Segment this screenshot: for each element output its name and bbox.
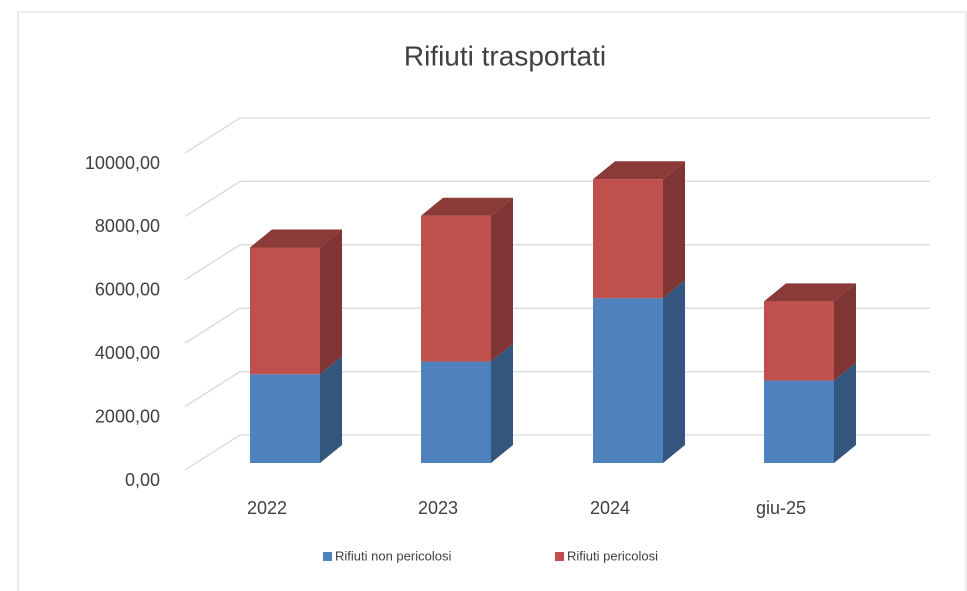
bar-side — [491, 197, 513, 362]
y-tick-label: 0,00 — [125, 470, 160, 490]
y-tick-label: 2000,00 — [95, 406, 160, 426]
grid: 0,00 2000,00 4000,00 6000,00 8000,00 10000,00 — [85, 117, 930, 490]
grid-line — [184, 370, 930, 408]
bar-side — [663, 280, 685, 463]
grid-line — [184, 180, 930, 217]
bar-top — [593, 161, 685, 180]
x-tick-label: 2023 — [418, 498, 458, 518]
bar-side — [320, 229, 342, 375]
bar-top — [250, 229, 342, 248]
legend-swatch — [323, 552, 332, 561]
bar-top — [421, 197, 513, 216]
bar — [593, 298, 663, 463]
legend-label: Rifiuti pericolosi — [567, 548, 658, 563]
y-tick-label: 6000,00 — [95, 280, 160, 300]
chart-title: Rifiuti trasportati — [404, 40, 606, 71]
legend-swatch — [555, 552, 564, 561]
bar — [764, 380, 834, 463]
bar — [593, 179, 663, 299]
x-tick-label: 2022 — [247, 498, 287, 518]
y-tick-label: 8000,00 — [95, 216, 160, 236]
bar-side — [834, 362, 856, 463]
y-tick-label: 4000,00 — [95, 343, 160, 363]
bar — [764, 301, 834, 381]
bar-side — [663, 161, 685, 299]
legend-label: Rifiuti non pericolosi — [335, 548, 451, 563]
bars: 2022 2023 2024 giu-25 — [247, 161, 856, 518]
bar-side — [491, 343, 513, 463]
bar-side — [320, 356, 342, 463]
bar — [250, 247, 320, 375]
grid-line — [184, 307, 930, 344]
bar — [421, 361, 491, 463]
legend: Rifiuti non pericolosi Rifiuti pericolosi — [323, 548, 658, 563]
grid-line — [184, 244, 930, 281]
bar-side — [834, 283, 856, 381]
bar-top — [764, 283, 856, 302]
grid-line — [184, 117, 930, 154]
bar — [250, 374, 320, 463]
x-tick-label: 2024 — [590, 498, 630, 518]
bar — [421, 215, 491, 362]
x-tick-label: giu-25 — [756, 498, 806, 518]
y-tick-label: 10000,00 — [85, 153, 160, 173]
grid-line — [184, 434, 930, 471]
